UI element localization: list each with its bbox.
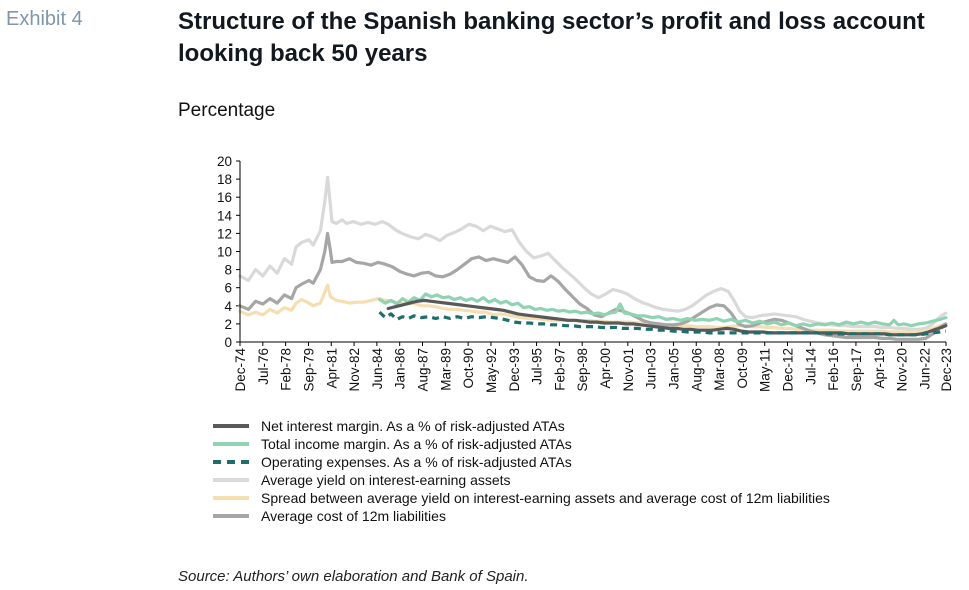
y-tick-label: 20 [217, 154, 232, 169]
x-tick-label: Jul-95 [530, 348, 545, 385]
legend-item-net-interest-margin: Net interest margin. As a % of risk-adju… [213, 417, 830, 435]
x-tick-label: Sep-17 [849, 348, 864, 392]
legend-item-average-cost: Average cost of 12m liabilities [213, 507, 830, 525]
x-tick-label: Oct-09 [735, 348, 750, 389]
legend-label: Average yield on interest-earning assets [261, 472, 511, 488]
x-tick-label: Nov-20 [895, 348, 910, 392]
x-tick-label: Nov-82 [347, 348, 362, 392]
y-tick-label: 14 [217, 208, 233, 223]
x-tick-label: Dec-12 [781, 348, 796, 392]
y-tick-label: 12 [217, 226, 232, 241]
x-tick-label: Aug-87 [416, 348, 431, 392]
x-tick-label: Feb-78 [279, 348, 294, 391]
x-tick-label: Aug-06 [689, 348, 704, 392]
y-tick-label: 2 [224, 317, 232, 332]
x-tick-label: Jul-76 [256, 348, 271, 385]
legend-swatch [213, 478, 249, 482]
legend-swatch [213, 496, 249, 500]
x-tick-label: May-11 [758, 348, 773, 392]
legend-item-operating-expenses: Operating expenses. As a % of risk-adjus… [213, 453, 830, 471]
legend-label: Total income margin. As a % of risk-adju… [261, 436, 572, 452]
x-tick-label: Jun-84 [370, 348, 385, 390]
y-axis-unit-label: Percentage [178, 100, 276, 121]
x-tick-label: Sep-79 [301, 348, 316, 392]
x-tick-label: Jan-86 [393, 348, 408, 389]
x-tick-label: Feb-16 [826, 348, 841, 391]
legend-swatch [213, 442, 249, 446]
series-line-2 [238, 231, 948, 341]
legend-item-total-income-margin: Total income margin. As a % of risk-adju… [213, 435, 830, 453]
legend-label: Spread between average yield on interest… [261, 490, 830, 506]
x-tick-label: Apr-81 [324, 348, 339, 389]
legend-swatch [213, 424, 249, 428]
x-tick-label: Apr-19 [872, 348, 887, 389]
exhibit-label: Exhibit 4 [6, 8, 83, 30]
y-tick-label: 16 [217, 190, 232, 205]
x-tick-label: Jul-14 [803, 348, 818, 385]
series-line-5 [378, 310, 947, 337]
legend-label: Average cost of 12m liabilities [261, 508, 446, 524]
x-tick-label: Jan-05 [666, 348, 681, 389]
x-tick-label: Mar-08 [712, 348, 727, 391]
chart-legend: Net interest margin. As a % of risk-adju… [213, 417, 830, 525]
x-tick-label: Feb-97 [552, 348, 567, 391]
x-tick-label: Sep-98 [575, 348, 590, 392]
x-tick-label: Oct-90 [461, 348, 476, 389]
y-tick-label: 6 [224, 281, 232, 296]
y-tick-label: 10 [217, 245, 232, 260]
line-chart: 0 2 4 6 8 10 12 14 16 18 20 Dec-74 Jul-76 Feb-78 Sep-7… [217, 154, 954, 393]
series-line-3 [377, 292, 948, 328]
y-tick-label: 18 [217, 172, 232, 187]
x-tick-label: Jun-22 [917, 348, 932, 389]
chart-title: Structure of the Spanish banking sector’… [178, 8, 925, 67]
legend-label: Net interest margin. As a % of risk-adju… [261, 418, 565, 434]
x-tick-label: Mar-89 [438, 348, 453, 391]
source-note: Source: Authors’ own elaboration and Ban… [178, 568, 529, 585]
x-tick-label: Nov-01 [621, 348, 636, 392]
legend-swatch [213, 460, 249, 464]
y-tick-label: 8 [224, 263, 232, 278]
y-tick-label: 4 [224, 299, 232, 314]
x-tick-label: Dec-23 [939, 348, 954, 392]
x-tick-label: Jun-03 [644, 348, 659, 389]
x-tick-label: Apr-00 [598, 348, 613, 389]
x-tick-label: Dec-74 [233, 348, 248, 392]
legend-item-spread: Spread between average yield on interest… [213, 489, 830, 507]
legend-label: Operating expenses. As a % of risk-adjus… [261, 454, 572, 470]
x-tick-label: May-92 [484, 348, 499, 393]
legend-item-average-yield: Average yield on interest-earning assets [213, 471, 830, 489]
x-tick-label: Dec-93 [507, 348, 522, 392]
y-tick-label: 0 [224, 335, 232, 350]
legend-swatch [213, 514, 249, 518]
series-line-0 [238, 175, 948, 331]
